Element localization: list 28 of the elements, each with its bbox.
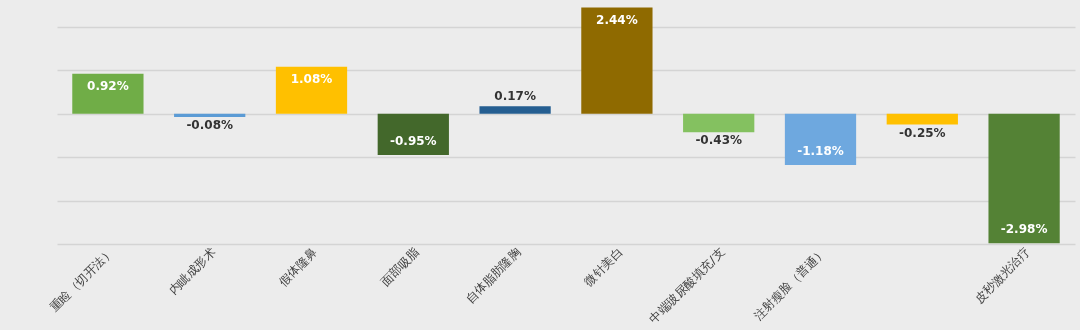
x-tick-label: 重睑（切开法） bbox=[47, 245, 117, 315]
data-label: 0.17% bbox=[494, 89, 536, 104]
bar bbox=[886, 113, 958, 125]
x-tick-label: 面部吸脂 bbox=[377, 245, 422, 289]
bar bbox=[377, 113, 449, 155]
bar bbox=[683, 113, 755, 133]
bar bbox=[275, 66, 348, 114]
data-label: -0.43% bbox=[695, 133, 743, 148]
bar bbox=[479, 106, 551, 114]
x-tick-label: 假体隆鼻 bbox=[276, 245, 320, 289]
x-tick-label: 自体脂肪隆胸 bbox=[462, 245, 524, 306]
data-label: -0.25% bbox=[898, 125, 946, 140]
x-tick-label: 中端玻尿酸填充/支 bbox=[646, 245, 728, 326]
data-label: 2.44% bbox=[596, 12, 638, 27]
data-label: -1.18% bbox=[797, 143, 844, 158]
bar bbox=[988, 113, 1060, 244]
data-label: 0.92% bbox=[87, 78, 129, 93]
data-label: -0.95% bbox=[389, 133, 437, 148]
x-tick-label: 微针美白 bbox=[581, 245, 626, 289]
x-tick-label: 注射瘦脸（普通） bbox=[751, 245, 829, 323]
x-tick-label: 皮秒激光治疗 bbox=[971, 245, 1033, 306]
data-label: -0.08% bbox=[186, 118, 234, 133]
data-label: -2.98% bbox=[1000, 222, 1048, 237]
x-tick-label: 内眦成形术 bbox=[165, 245, 219, 298]
bar bbox=[72, 73, 144, 114]
bar bbox=[784, 113, 857, 165]
bar bbox=[581, 7, 653, 114]
data-label: 1.08% bbox=[290, 71, 333, 86]
